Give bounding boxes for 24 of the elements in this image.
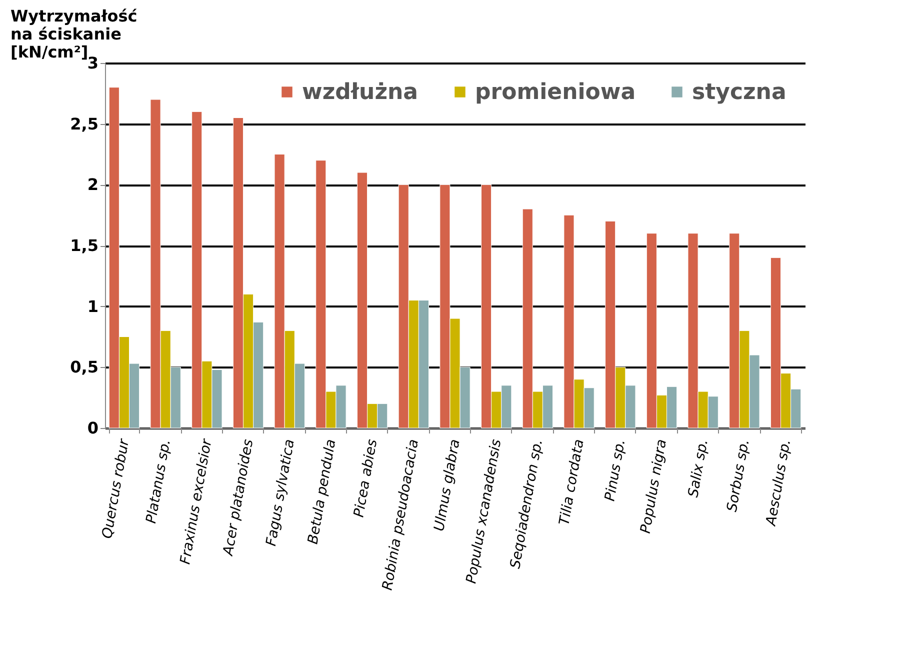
y-tick-label: 2,5 xyxy=(70,114,98,134)
legend-label: promieniowa xyxy=(475,80,636,105)
x-tick-label: Pinus sp. xyxy=(602,438,629,502)
x-tick-label: Platanus sp. xyxy=(143,438,174,525)
x-tick-label: Sorbus sp. xyxy=(724,438,753,514)
x-tick-label: Picea abies xyxy=(351,438,381,519)
x-tick-label: Fraxinus excelsior xyxy=(178,436,216,566)
y-tick-label: 0 xyxy=(87,418,98,438)
x-tick-label: Aesculus sp. xyxy=(763,438,794,528)
x-tick-label: Fagus sylvatica xyxy=(263,438,298,548)
x-tick-label: Betula pendula xyxy=(305,438,340,546)
x-tick-label: Populus xcanadensis xyxy=(464,438,505,585)
y-tick-label: 2 xyxy=(87,175,98,194)
x-tick-label: Salix sp. xyxy=(686,438,712,499)
x-tick-label: Populus nigra xyxy=(638,438,670,535)
legend-label: styczna xyxy=(692,80,786,105)
y-tick-label: 1,5 xyxy=(70,236,98,255)
x-tick-label: Tilia cordata xyxy=(556,438,588,526)
x-tick-label: Ulmus glabra xyxy=(431,438,464,532)
y-tick-label: 0,5 xyxy=(70,358,98,377)
y-tick-label: 1 xyxy=(87,296,98,316)
x-tick-label: Acer platanoides xyxy=(220,438,257,558)
legend-label: wzdłużna xyxy=(302,80,418,105)
x-tick-label: Quercus robur xyxy=(99,436,133,540)
